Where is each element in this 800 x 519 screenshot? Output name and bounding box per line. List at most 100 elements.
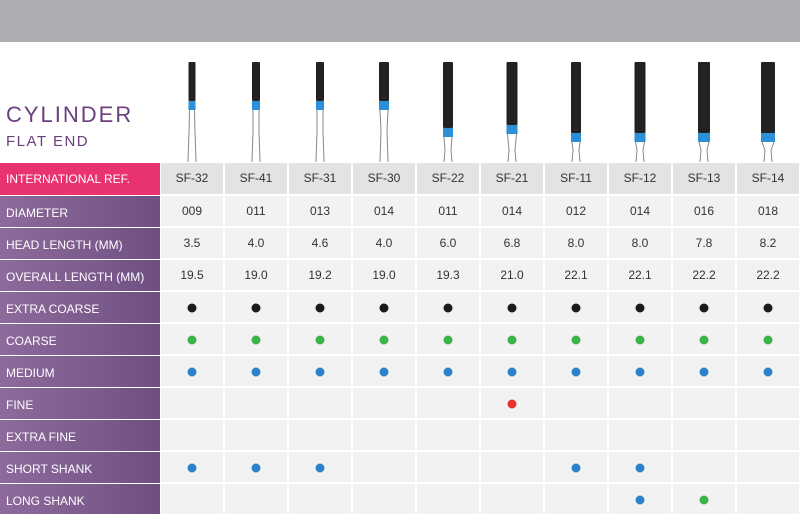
row-label: EXTRA FINE [6, 430, 76, 444]
cell [417, 484, 479, 514]
bur-head [252, 101, 260, 110]
dot [187, 463, 197, 473]
cell-value: 22.2 [756, 268, 780, 282]
cell-value: 8.2 [760, 236, 777, 250]
ref: SF-30 [368, 171, 401, 185]
bur-neck [635, 141, 645, 163]
header-cell [417, 163, 479, 194]
cell-value: 6.8 [504, 236, 521, 250]
cell [609, 420, 671, 450]
cell [289, 484, 351, 514]
bur-head [571, 133, 581, 142]
row-label-cell [0, 356, 160, 387]
dot [699, 335, 709, 345]
cell-value: 21.0 [500, 268, 524, 282]
dot [763, 303, 773, 313]
cell [225, 484, 287, 514]
cell [737, 196, 799, 226]
bur-head [379, 101, 389, 110]
cell [481, 228, 543, 258]
bur-shank [506, 62, 518, 125]
dot [635, 495, 645, 505]
bur-neck [698, 141, 710, 163]
cell-value: 011 [246, 204, 265, 218]
row-label-cell [0, 452, 160, 483]
cell [673, 452, 735, 482]
row-label: EXTRA COARSE [6, 302, 99, 316]
dot [635, 335, 645, 345]
cell [737, 388, 799, 418]
cell-value: 016 [694, 204, 714, 218]
cell-value: 012 [566, 204, 586, 218]
cell [289, 196, 351, 226]
cell [353, 388, 415, 418]
row-label: DIAMETER [6, 206, 68, 220]
cell [609, 260, 671, 290]
cell [225, 196, 287, 226]
dot [699, 495, 709, 505]
dot [507, 303, 517, 313]
header-cell [673, 163, 735, 194]
cell [545, 388, 607, 418]
cell-value: 011 [438, 204, 457, 218]
dot [763, 367, 773, 377]
dot [315, 367, 325, 377]
dot [443, 303, 453, 313]
header-cell [609, 163, 671, 194]
header-label: INTERNATIONAL REF. [6, 172, 130, 186]
dot [187, 335, 197, 345]
dot [443, 367, 453, 377]
row-label-cell [0, 196, 160, 227]
cell-value: 4.0 [376, 236, 393, 250]
dot [507, 335, 517, 345]
cell [481, 260, 543, 290]
cell [737, 452, 799, 482]
dot [635, 367, 645, 377]
dot [379, 335, 389, 345]
cell-value: 22.2 [692, 268, 716, 282]
dot [699, 303, 709, 313]
row-label: MEDIUM [6, 366, 55, 380]
cell [609, 388, 671, 418]
cell [609, 196, 671, 226]
row-label-cell [0, 388, 160, 419]
header-cell [737, 163, 799, 194]
bur-neck [251, 110, 261, 163]
cell [225, 420, 287, 450]
cell [161, 388, 223, 418]
cell [545, 484, 607, 514]
bur-neck [571, 141, 581, 163]
bur-shank [698, 62, 710, 133]
row-label-cell [0, 420, 160, 451]
bur-head [188, 101, 196, 110]
dot [187, 367, 197, 377]
bur-head [443, 128, 453, 137]
bur-shank [252, 62, 260, 101]
dot [571, 335, 581, 345]
cell [161, 228, 223, 258]
cell [737, 260, 799, 290]
row-label: FINE [6, 398, 33, 412]
cell [289, 260, 351, 290]
cell [481, 452, 543, 482]
cell-value: 19.3 [436, 268, 460, 282]
title: CYLINDER [6, 102, 133, 127]
cell [353, 484, 415, 514]
row-label: COARSE [6, 334, 57, 348]
top-bar [0, 0, 800, 42]
bur-shank [634, 62, 646, 133]
ref: SF-32 [176, 171, 209, 185]
cell-value: 014 [630, 204, 650, 218]
row-label-cell [0, 292, 160, 323]
cell [417, 420, 479, 450]
row-label: OVERALL LENGTH (MM) [6, 270, 144, 284]
header-cell [545, 163, 607, 194]
cell-value: 3.5 [184, 236, 201, 250]
cell-value: 014 [374, 204, 394, 218]
row-label-cell [0, 484, 160, 515]
cell [545, 196, 607, 226]
bur-neck [443, 136, 453, 163]
cell-value: 22.1 [628, 268, 652, 282]
header-cell [353, 163, 415, 194]
